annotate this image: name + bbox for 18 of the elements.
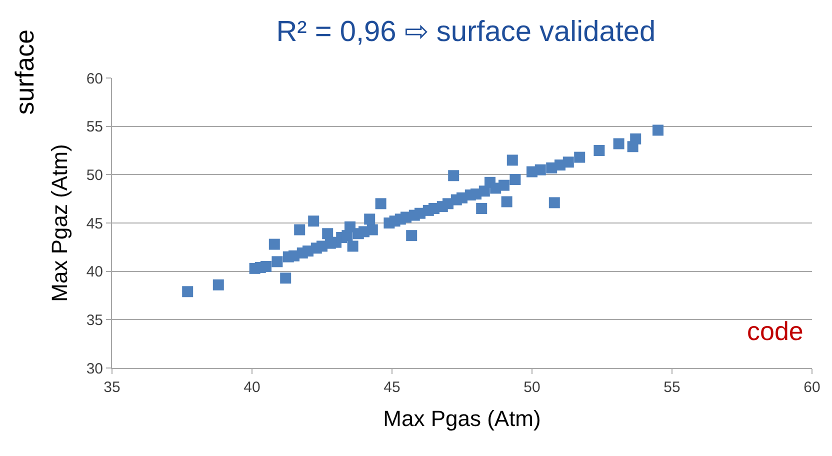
y-tick-label: 40	[86, 264, 103, 281]
y-axis-title: Max Pgaz (Atm)	[47, 144, 72, 302]
y-tick-label: 35	[86, 312, 103, 329]
annotation: code	[747, 316, 804, 346]
y-tick-label: 50	[86, 166, 103, 184]
y-tick-label: 30	[86, 360, 103, 378]
x-tick-label: 40	[244, 379, 260, 396]
x-tick-label: 45	[384, 379, 400, 396]
x-axis-title: Max Pgas (Atm)	[383, 406, 541, 431]
text: surface	[9, 29, 40, 115]
x-tick-label: 55	[664, 379, 680, 396]
x-tick-label: 35	[104, 379, 120, 396]
y-tick-label: 60	[86, 70, 103, 88]
y-tick-label: 55	[86, 118, 103, 136]
x-tick-label: 60	[804, 379, 820, 396]
y-tick-label: 45	[86, 215, 103, 232]
chart-title: R² = 0,96 ⇨ surface validated	[276, 16, 656, 48]
x-tick-label: 50	[524, 379, 540, 396]
